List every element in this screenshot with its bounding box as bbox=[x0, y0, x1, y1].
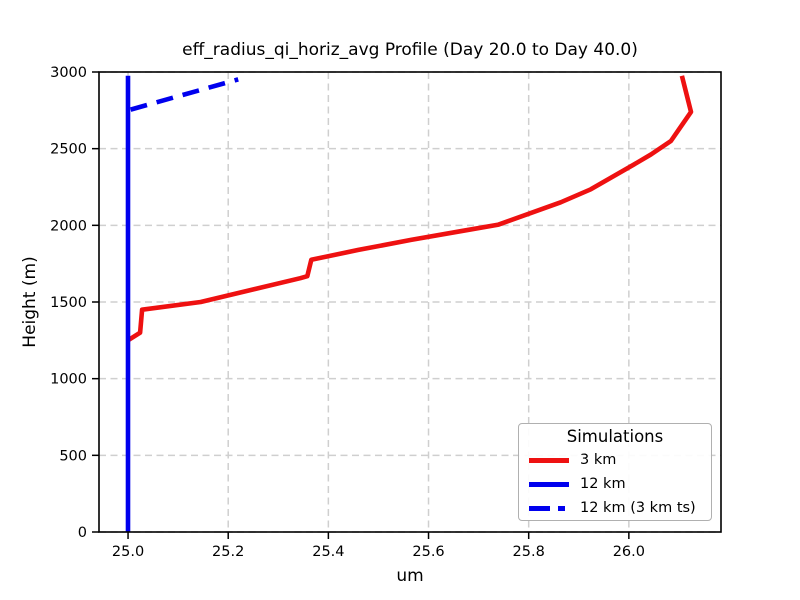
y-tick-label: 0 bbox=[78, 525, 87, 541]
legend-label: 3 km bbox=[580, 452, 617, 468]
y-axis-label: Height (m) bbox=[20, 256, 40, 348]
x-axis-label: um bbox=[396, 566, 424, 586]
legend-line-sample bbox=[529, 505, 569, 511]
y-tick-label: 1500 bbox=[50, 295, 87, 311]
legend-line-sample bbox=[529, 481, 569, 487]
legend-entry-1: 3 km bbox=[519, 448, 711, 472]
chart-title: eff_radius_qi_horiz_avg Profile (Day 20.… bbox=[182, 40, 638, 60]
legend-label: 12 km bbox=[580, 476, 626, 492]
y-tick-label: 2000 bbox=[50, 218, 87, 234]
y-tick-label: 3000 bbox=[50, 65, 87, 81]
legend: Simulations 3 km 12 km 12 km (3 km ts) bbox=[518, 423, 712, 521]
x-tick-label: 25.8 bbox=[513, 544, 545, 560]
x-tick-label: 25.6 bbox=[412, 544, 444, 560]
legend-label: 12 km (3 km ts) bbox=[580, 500, 696, 516]
legend-line-sample bbox=[529, 457, 569, 463]
x-tick-label: 25.2 bbox=[212, 544, 244, 560]
x-tick-label: 25.0 bbox=[112, 544, 144, 560]
x-tick-label: 26.0 bbox=[613, 544, 645, 560]
legend-entry-2: 12 km bbox=[519, 472, 711, 496]
series-line-3 bbox=[129, 77, 239, 112]
y-tick-label: 1000 bbox=[50, 372, 87, 388]
y-tick-label: 500 bbox=[59, 448, 87, 464]
series-line-1 bbox=[126, 75, 694, 343]
legend-title: Simulations bbox=[566, 427, 664, 446]
legend-entries: 3 km 12 km 12 km (3 km ts) bbox=[519, 448, 711, 520]
y-tick-label: 2500 bbox=[50, 142, 87, 158]
legend-entry-3: 12 km (3 km ts) bbox=[519, 496, 711, 520]
x-tick-label: 25.4 bbox=[312, 544, 344, 560]
